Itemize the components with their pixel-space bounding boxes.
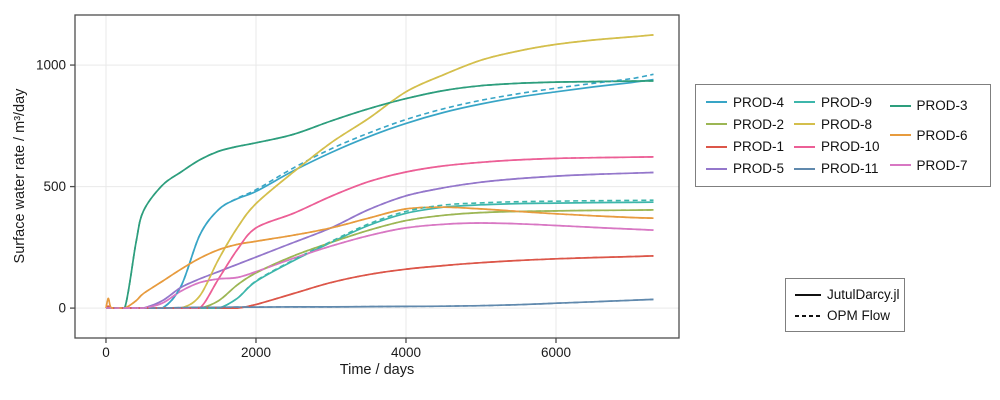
legend-line-swatch [794, 145, 816, 148]
line-style-legend: JutulDarcy.jl OPM Flow [785, 278, 905, 332]
legend-line-swatch [794, 167, 816, 170]
legend-item-PROD-8: PROD-8 [794, 113, 880, 135]
axes [70, 14, 680, 343]
legend-label: PROD-8 [821, 116, 873, 132]
y-tick-label: 0 [58, 301, 66, 316]
legend-item-PROD-10: PROD-10 [794, 136, 880, 158]
legend-label: PROD-3 [916, 98, 968, 114]
style-legend-label: JutulDarcy.jl [827, 287, 900, 302]
series-line-opm-PROD-6 [105, 206, 654, 309]
x-tick-label: 6000 [541, 345, 571, 360]
legend-item-PROD-1: PROD-1 [706, 136, 784, 158]
y-tick-label: 500 [43, 179, 66, 194]
legend-line-swatch [706, 167, 727, 170]
gridlines [75, 15, 679, 338]
series-line-PROD-4 [105, 78, 654, 309]
legend-label: PROD-6 [916, 127, 968, 143]
legend-label: PROD-7 [916, 157, 968, 173]
legend-line-swatch [794, 101, 816, 104]
legend-column: PROD-9 PROD-8 PROD-10 PROD-11 [794, 91, 880, 180]
legend-item-PROD-11: PROD-11 [794, 158, 880, 180]
legend-label: PROD-9 [821, 94, 873, 110]
legend-item-PROD-5: PROD-5 [706, 158, 784, 180]
tick-labels: 0 2000 4000 6000 0 500 1000 [36, 58, 571, 360]
legend-line-swatch [706, 145, 727, 148]
series-line-PROD-1 [105, 255, 654, 309]
series-line-opm-PROD-7 [105, 222, 654, 309]
series-lines [105, 34, 654, 309]
legend-line-swatch [889, 134, 911, 137]
legend-line-swatch [706, 101, 727, 104]
legend-label: PROD-10 [821, 139, 880, 155]
legend-column: PROD-3 PROD-6 PROD-7 [889, 91, 968, 180]
legend-item-PROD-7: PROD-7 [889, 154, 968, 177]
legend-item-PROD-9: PROD-9 [794, 91, 880, 113]
series-line-PROD-3 [105, 80, 654, 309]
legend-label: PROD-4 [733, 94, 785, 110]
style-legend-item-solid: JutulDarcy.jl [795, 284, 900, 305]
legend-item-PROD-3: PROD-3 [889, 94, 968, 117]
legend-item-PROD-6: PROD-6 [889, 124, 968, 147]
legend-line-swatch [794, 123, 816, 126]
series-line-opm-PROD-3 [105, 80, 654, 309]
series-line-opm-PROD-1 [105, 255, 654, 309]
legend-label: PROD-5 [733, 161, 785, 177]
legend-label: PROD-2 [733, 116, 785, 132]
x-tick-label: 4000 [391, 345, 421, 360]
style-legend-item-dashed: OPM Flow [795, 305, 890, 326]
dashed-line-swatch [795, 314, 821, 317]
series-legend: PROD-4 PROD-2 PROD-1 PROD-5 PROD-9 PROD-8 PROD… [695, 84, 991, 187]
x-tick-label: 2000 [241, 345, 271, 360]
legend-label: PROD-11 [821, 161, 879, 177]
legend-item-PROD-2: PROD-2 [706, 113, 784, 135]
y-tick-label: 1000 [36, 58, 66, 73]
solid-line-swatch [795, 293, 821, 296]
legend-line-swatch [706, 123, 727, 126]
legend-line-swatch [889, 104, 911, 107]
x-axis-label: Time / days [340, 362, 414, 378]
legend-label: PROD-1 [733, 139, 785, 155]
series-line-PROD-9 [105, 201, 654, 309]
x-tick-label: 0 [102, 345, 110, 360]
style-legend-label: OPM Flow [827, 308, 891, 323]
legend-column: PROD-4 PROD-2 PROD-1 PROD-5 [706, 91, 784, 180]
series-line-opm-PROD-9 [105, 199, 654, 309]
y-axis-label: Surface water rate / m³/day [12, 88, 28, 264]
legend-item-PROD-4: PROD-4 [706, 91, 784, 113]
legend-line-swatch [889, 164, 911, 167]
